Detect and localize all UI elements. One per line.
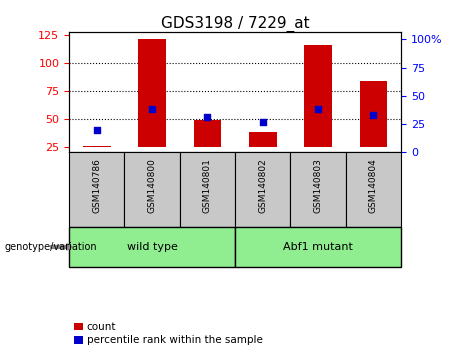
Text: GSM140803: GSM140803 (313, 158, 323, 213)
Point (370, 112, 377, 118)
Legend: count, percentile rank within the sample: count, percentile rank within the sample (74, 322, 263, 345)
Point (259, 119, 266, 125)
Point (93, 127, 100, 132)
Point (314, 107, 322, 112)
Bar (290, 152, 346, 227)
Bar (304, 45, 332, 147)
Bar (69, 152, 124, 227)
Text: wild type: wild type (127, 242, 177, 252)
Bar (83, 145, 111, 147)
Text: GSM140802: GSM140802 (258, 158, 267, 213)
Bar (249, 132, 277, 147)
Bar (235, 227, 401, 267)
Text: GSM140800: GSM140800 (148, 158, 157, 213)
Bar (138, 39, 166, 147)
Bar (346, 152, 401, 227)
Bar (360, 81, 387, 147)
Bar (124, 152, 180, 227)
Bar (235, 152, 290, 227)
Bar (194, 120, 221, 147)
Point (148, 107, 156, 112)
Point (204, 114, 211, 120)
Bar (180, 152, 235, 227)
Text: GSM140786: GSM140786 (92, 158, 101, 213)
Text: GSM140804: GSM140804 (369, 158, 378, 213)
Text: GSM140801: GSM140801 (203, 158, 212, 213)
Bar (69, 227, 235, 267)
Title: GDS3198 / 7229_at: GDS3198 / 7229_at (161, 16, 309, 32)
Text: Abf1 mutant: Abf1 mutant (283, 242, 353, 252)
Text: genotype/variation: genotype/variation (5, 242, 97, 252)
